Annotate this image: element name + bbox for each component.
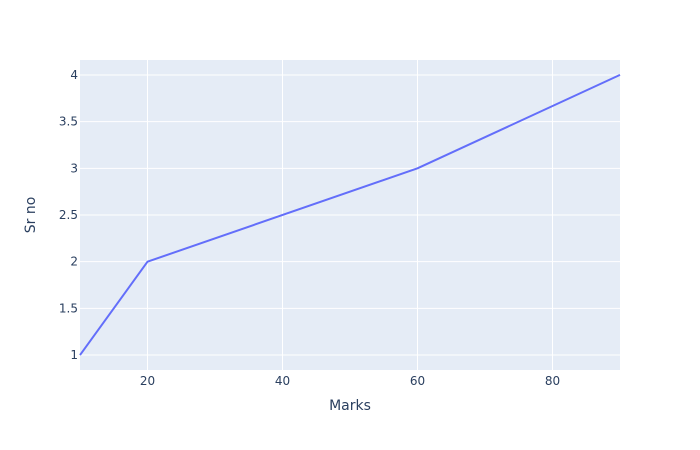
x-tick-label: 40	[275, 374, 290, 388]
y-tick-label: 4	[70, 68, 78, 82]
y-tick-label: 2	[70, 255, 78, 269]
x-tick-label: 20	[140, 374, 155, 388]
y-axis-ticks: 1 1.5 2 2.5 3 3.5 4	[59, 68, 78, 362]
x-tick-label: 80	[545, 374, 560, 388]
x-axis-title: Marks	[329, 398, 371, 414]
x-tick-label: 60	[410, 374, 425, 388]
x-axis-ticks: 20 40 60 80	[140, 374, 560, 388]
series-line	[79, 73, 621, 356]
y-tick-label: 2.5	[59, 208, 78, 222]
y-tick-label: 1.5	[59, 301, 78, 315]
y-axis-title: Sr no	[23, 197, 39, 234]
y-tick-label: 1	[70, 348, 78, 362]
series-layer	[79, 73, 621, 356]
y-tick-label: 3	[70, 161, 78, 175]
y-tick-label: 3.5	[59, 115, 78, 129]
grid-lines	[80, 60, 620, 370]
